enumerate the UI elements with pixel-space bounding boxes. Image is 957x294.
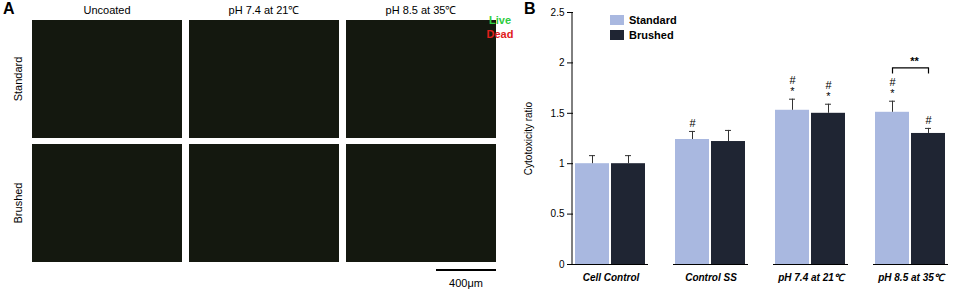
svg-text:2: 2 [559,57,565,68]
svg-text:**: ** [910,55,919,67]
svg-text:#*: #* [789,74,796,97]
svg-text:400μm: 400μm [449,277,483,289]
svg-text:Dead: Dead [487,28,514,40]
svg-text:Cytotoxicity ratio: Cytotoxicity ratio [523,101,534,175]
svg-text:#*: #* [825,79,832,102]
svg-text:Control SS: Control SS [685,272,737,283]
svg-text:pH 7.4 at 21℃: pH 7.4 at 21℃ [777,272,846,283]
svg-text:Live: Live [489,14,511,26]
svg-text:Cell Control: Cell Control [583,272,640,283]
html-text:Standard: Standard [629,14,677,26]
svg-text:pH 8.5 at 35℃: pH 8.5 at 35℃ [877,272,946,283]
svg-text:1.5: 1.5 [551,108,565,119]
svg-text:1: 1 [559,158,565,169]
svg-text:Standard: Standard [12,57,24,102]
svg-text:2.5: 2.5 [551,7,565,18]
svg-text:Uncoated: Uncoated [83,4,130,16]
html-text:Brushed: Brushed [629,29,674,41]
svg-text:#: # [689,117,696,129]
svg-text:0.5: 0.5 [551,208,565,219]
svg-text:Brushed: Brushed [12,183,24,224]
html-text:B: B [524,0,536,17]
svg-text:pH 8.5 at 35℃: pH 8.5 at 35℃ [386,4,457,16]
svg-text:A: A [3,0,15,17]
svg-text:0: 0 [559,259,565,270]
svg-text:pH 7.4 at 21℃: pH 7.4 at 21℃ [229,4,300,16]
svg-text:#: # [925,114,932,126]
svg-text:#*: #* [889,76,896,99]
